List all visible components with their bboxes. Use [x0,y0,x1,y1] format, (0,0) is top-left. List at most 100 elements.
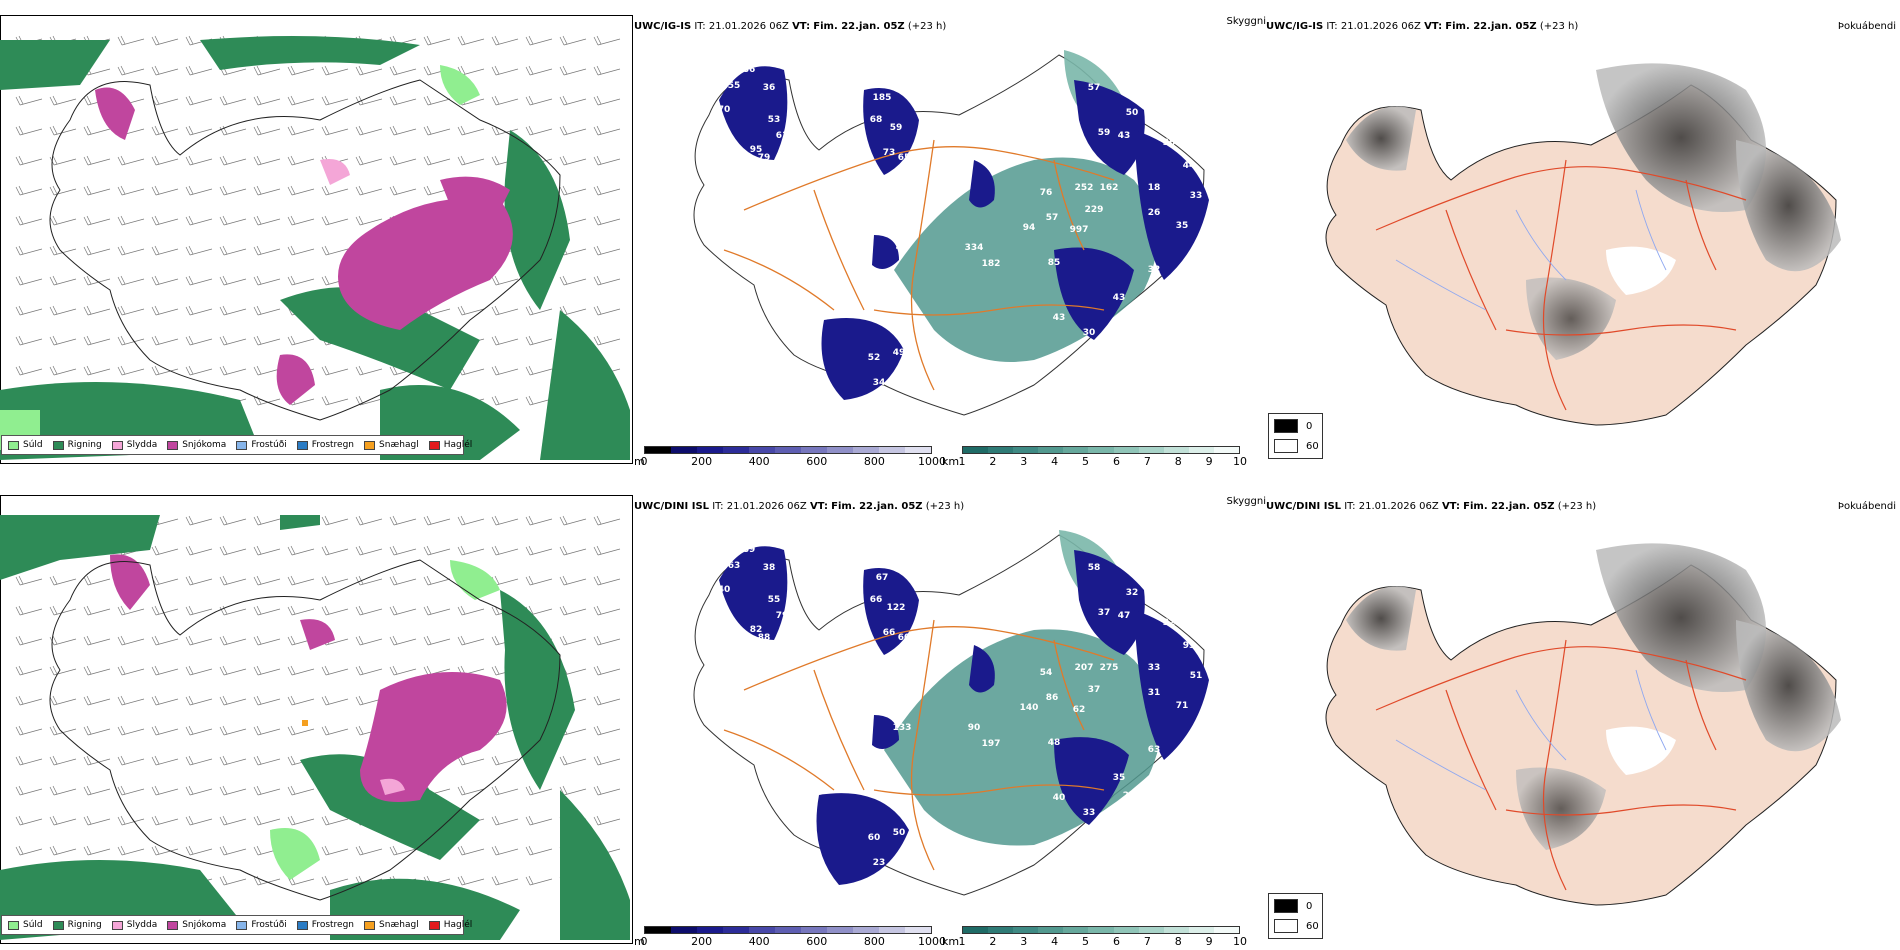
snow-area [338,198,513,330]
vt-label: VT: [809,501,828,512]
visibility-value-label: 49 [893,348,906,358]
wind-barb [355,605,383,616]
wind-barb [253,395,281,406]
wind-barb [355,65,383,76]
wind-barb [525,515,553,526]
scale-unit: m [634,455,645,465]
visibility-value-label: 334 [965,243,984,253]
legend-label: Haglél [443,440,473,450]
wind-barb [253,815,281,826]
scale-tick: 0 [640,455,648,465]
wind-barb [321,65,349,76]
wind-barb [593,575,621,586]
wind-barb [117,65,145,76]
wind-barb [389,575,417,586]
wind-barb [593,665,621,676]
visibility-value-label: 229 [1085,205,1104,215]
wind-barb [185,365,213,376]
wind-barb [117,845,145,856]
wind-barb [151,125,179,136]
visibility-m-area [816,793,909,885]
scale-swatch [879,927,905,933]
visibility-value-label: 28 [1123,791,1136,801]
rain-area [0,515,160,580]
wind-barb [253,65,281,76]
wind-barb [15,305,43,316]
legend-swatch [111,440,123,450]
wind-barb [491,755,519,766]
wind-barb [491,275,519,286]
scale-bar [962,926,1240,934]
snow-area [276,354,315,405]
vt-value: Fim. 22.jan. 05Z [1445,21,1537,32]
visibility-m-area [969,645,995,693]
wind-barb [253,215,281,226]
wind-barb [151,35,179,46]
visibility-value-label: 31 [1148,688,1161,698]
visibility-panel-2: UWC/DINI ISL IT: 21.01.2026 06Z VT: Fim.… [634,490,1266,945]
fog-area [1596,63,1766,213]
wind-barb [219,305,247,316]
wind-barb [151,605,179,616]
rain-area [504,130,570,310]
wind-barb [491,35,519,46]
visibility-value-label: 23 [873,858,886,868]
wind-barb [389,605,417,616]
wind-barb [593,245,621,256]
legend-label: Frostregn [311,920,355,930]
wind-barb [287,185,315,196]
visibility-value-label: 71 [1176,701,1189,711]
scale-tick: 600 [806,935,828,945]
lead-time: (+23 h) [925,501,965,512]
wind-barb [593,635,621,646]
wind-barb [559,95,587,106]
wind-barb [219,755,247,766]
scale-tick: 6 [1112,455,1120,465]
wind-barb [559,515,587,526]
wind-barb [457,305,485,316]
scale-tick: 10 [1233,935,1247,945]
wind-barb [423,95,451,106]
wind-barb [151,365,179,376]
visibility-value-label: 53 [910,641,923,651]
wind-barb [185,665,213,676]
wind-barb [117,725,145,736]
wind-barb [185,515,213,526]
wind-barb [49,215,77,226]
wind-barb [355,515,383,526]
wind-barb [287,245,315,256]
wind-barb [253,245,281,256]
wind-barb [287,335,315,346]
scale-tick: 600 [806,455,828,465]
wind-barb [117,275,145,286]
scale-bar [962,446,1240,454]
scale-bar [644,446,932,454]
scale-tick: 8 [1174,935,1182,945]
wind-barb [15,95,43,106]
scale-swatch [853,927,879,933]
wind-barb [593,335,621,346]
legend-swatch [236,440,248,450]
visibility-value-label: 63 [728,561,741,571]
visibility-value-label: 33 [1190,191,1203,201]
scale-swatch [1013,927,1039,933]
wind-barb [219,245,247,256]
fog-legend: 0 60 [1268,893,1323,939]
wind-barb [15,665,43,676]
wind-barb [117,635,145,646]
visibility-value-label: 37 [1088,685,1101,695]
visibility-value-label: 44 [1183,161,1196,171]
wind-barb [151,185,179,196]
wind-barb [491,305,519,316]
wind-barb [83,815,111,826]
wind-barb [117,185,145,196]
wind-barb [83,725,111,736]
legend-swatch [364,440,376,450]
visibility-m-area [969,160,995,208]
wind-barb [83,665,111,676]
scale-swatch [1163,447,1189,453]
visibility-value-label: 59 [1098,128,1111,138]
wind-barb [423,155,451,166]
